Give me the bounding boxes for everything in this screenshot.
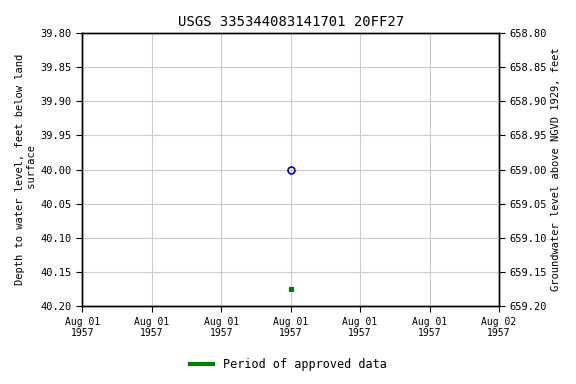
Legend: Period of approved data: Period of approved data [185, 354, 391, 376]
Y-axis label: Depth to water level, feet below land
 surface: Depth to water level, feet below land su… [15, 54, 37, 285]
Title: USGS 335344083141701 20FF27: USGS 335344083141701 20FF27 [177, 15, 404, 29]
Y-axis label: Groundwater level above NGVD 1929, feet: Groundwater level above NGVD 1929, feet [551, 48, 561, 291]
